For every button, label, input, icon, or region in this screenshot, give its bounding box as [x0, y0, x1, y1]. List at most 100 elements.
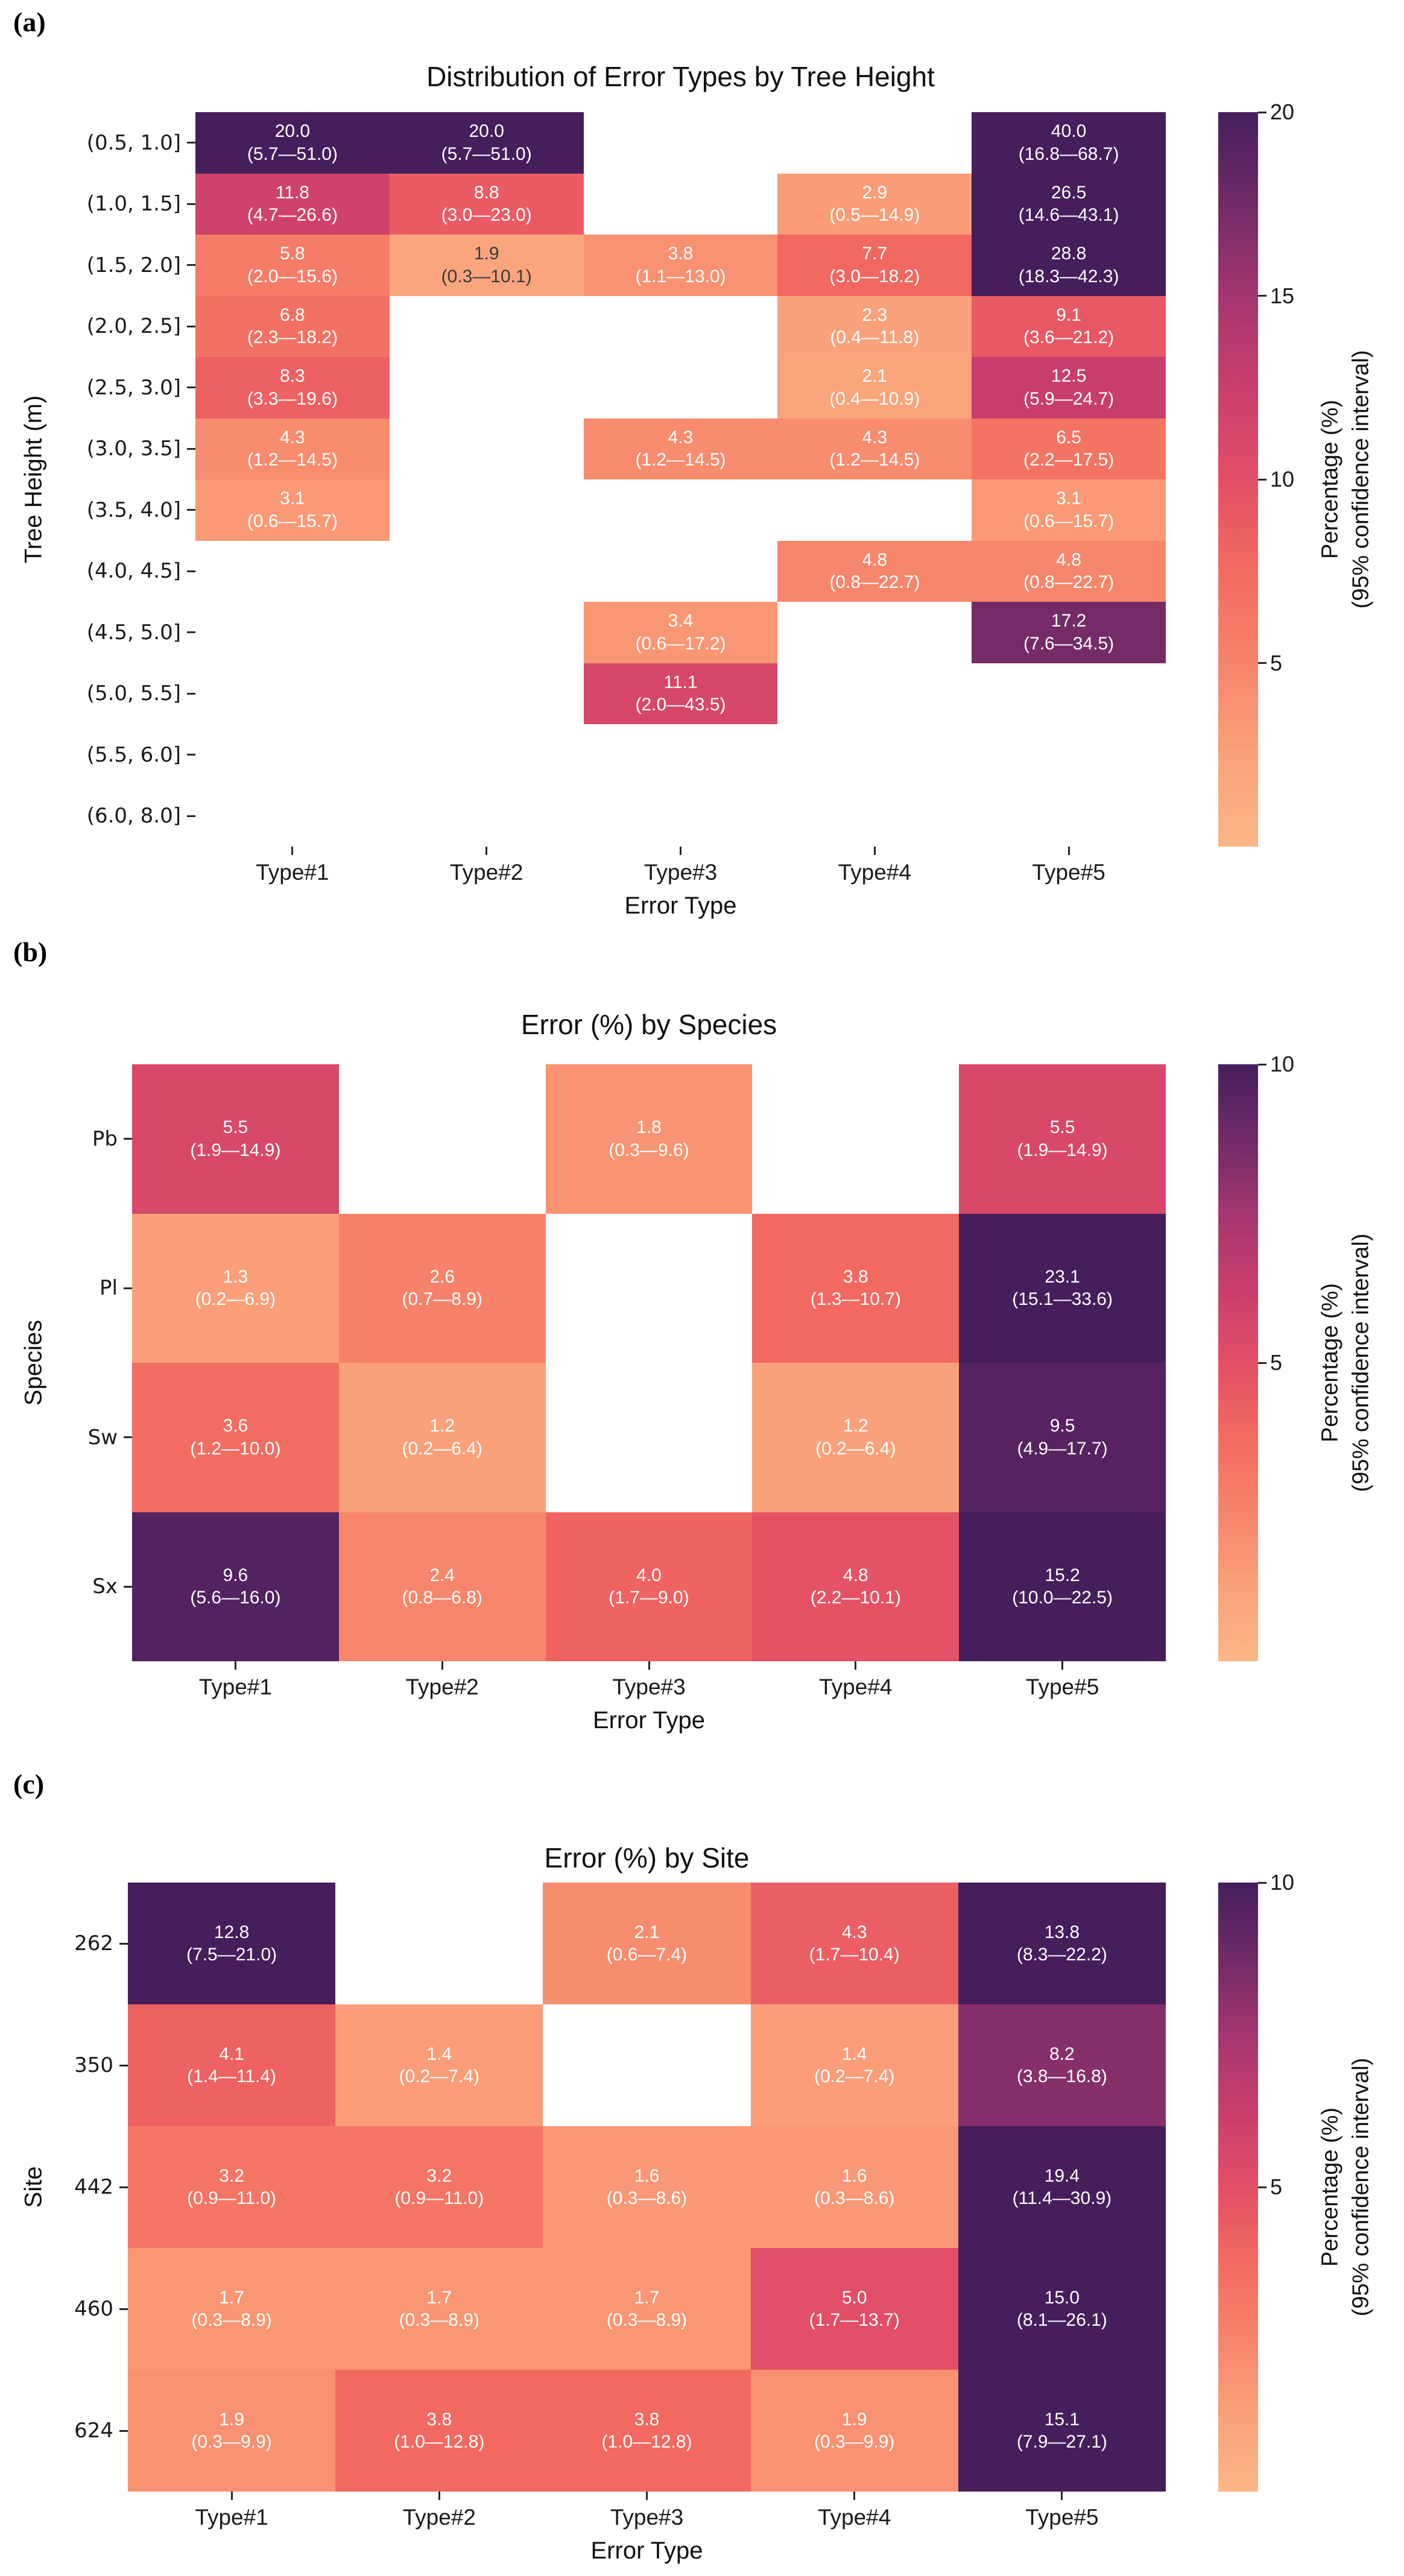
cell-value: 40.0 — [1051, 121, 1087, 142]
y-tick-mark — [187, 815, 195, 817]
heatmap-cell: 2.4 (0.8—6.8) — [338, 1512, 546, 1661]
cell-confidence-interval: (0.3—8.9) — [191, 2310, 272, 2330]
cell-value: 1.6 — [841, 2165, 867, 2186]
cell-value: 3.4 — [668, 611, 694, 631]
cell-value: 3.1 — [1056, 488, 1081, 509]
cell-value: 20.0 — [274, 121, 311, 142]
cell-confidence-interval: (0.2—6.9) — [195, 1289, 276, 1310]
cell-value: 9.5 — [1049, 1416, 1075, 1436]
y-tick-label: (6.0, 8.0] — [86, 804, 181, 829]
cell-value: 11.8 — [275, 182, 309, 203]
y-tick-label: (5.5, 6.0] — [86, 742, 181, 767]
cell-value: 2.4 — [429, 1565, 455, 1585]
cell-value: 4.1 — [219, 2044, 244, 2064]
heatmap-cell: 4.3 (1.7—10.4) — [750, 1883, 958, 2004]
heatmap-cell: 8.2 (3.8—16.8) — [958, 2004, 1166, 2126]
y-axis-title-a: Tree Height (m) — [20, 395, 47, 564]
heatmap-cell: 1.2 (0.2—6.4) — [752, 1363, 960, 1512]
x-tick-label: Type#3 — [612, 1675, 686, 1699]
cell-confidence-interval: (1.2—14.5) — [247, 450, 338, 470]
heatmap-cell: 1.6 (0.3—8.6) — [750, 2126, 958, 2248]
cell-value: 3.1 — [280, 488, 305, 509]
y-tick-mark — [119, 2186, 128, 2188]
heatmap-cell: 1.9 (0.3—9.9) — [750, 2370, 958, 2492]
cell-confidence-interval: (5.7—51.0) — [441, 144, 532, 164]
colorbar-tick-mark — [1258, 1362, 1266, 1364]
heatmap-cell: 20.0 (5.7—51.0) — [195, 112, 390, 174]
x-tick-label: Type#2 — [402, 2505, 476, 2530]
colorbar-label-line2: (95% confidence interval) — [1349, 350, 1374, 609]
heatmap-cell: 28.8 (18.3—42.3) — [972, 235, 1166, 296]
cell-value: 8.2 — [1049, 2044, 1075, 2064]
cell-value: 1.6 — [634, 2165, 660, 2186]
cell-confidence-interval: (0.5—14.9) — [829, 205, 920, 226]
heatmap-cell: 8.8 (3.0—23.0) — [389, 173, 584, 235]
cell-confidence-interval: (16.8—68.7) — [1018, 144, 1119, 164]
cell-value: 3.6 — [223, 1416, 248, 1436]
cell-confidence-interval: (0.2—6.4) — [815, 1438, 896, 1459]
cell-confidence-interval: (0.3—9.9) — [191, 2432, 272, 2452]
heatmap-cell: 1.9 (0.3—10.1) — [389, 235, 584, 296]
heatmap-cell: 13.8 (8.3—22.2) — [958, 1883, 1166, 2004]
y-tick-mark — [187, 692, 195, 695]
heatmap-cell: 4.3 (1.2—14.5) — [195, 418, 390, 479]
y-tick-label: (0.5, 1.0] — [86, 130, 181, 155]
cell-value: 4.3 — [862, 427, 888, 447]
y-tick-label: 624 — [74, 2419, 113, 2443]
y-tick-mark — [187, 142, 195, 144]
y-tick-label: (2.5, 3.0] — [86, 375, 181, 400]
colorbar-tick-mark — [1258, 111, 1266, 113]
cell-confidence-interval: (7.5—21.0) — [186, 1945, 277, 1965]
heatmap-cell: 3.6 (1.2—10.0) — [132, 1363, 339, 1512]
y-tick-label: Sw — [87, 1425, 118, 1450]
x-tick-mark — [230, 2492, 233, 2500]
x-tick-mark — [646, 2492, 648, 2500]
cell-confidence-interval: (0.2—7.4) — [399, 2066, 479, 2086]
cell-confidence-interval: (1.7—10.4) — [809, 1945, 900, 1965]
heatmap-cell: 2.1 (0.4—10.9) — [777, 357, 972, 418]
colorbar-tick-mark — [1258, 1881, 1266, 1884]
colorbar-tick-label: 5 — [1270, 2174, 1283, 2199]
x-tick-label: Type#4 — [838, 860, 911, 885]
y-tick-mark — [124, 1138, 132, 1140]
cell-value: 12.5 — [1051, 366, 1087, 387]
cell-confidence-interval: (1.3—10.7) — [810, 1289, 901, 1310]
cell-value: 3.2 — [426, 2165, 452, 2186]
cell-confidence-interval: (0.7—8.9) — [402, 1289, 482, 1310]
cell-value: 4.3 — [841, 1922, 867, 1942]
y-tick-mark — [119, 2429, 128, 2432]
heatmap-cell: 26.5 (14.6—43.1) — [972, 173, 1166, 235]
heatmap-cell: 1.3 (0.2—6.9) — [132, 1213, 339, 1363]
y-tick-label: (2.0, 2.5] — [86, 314, 181, 339]
heatmap-cell: 3.8 (1.0—12.8) — [543, 2370, 751, 2492]
cell-confidence-interval: (0.4—10.9) — [829, 388, 920, 409]
y-tick-mark — [187, 754, 195, 756]
chart-title-c: Error (%) by Site — [544, 1842, 750, 1874]
x-tick-label: Type#4 — [819, 1675, 893, 1699]
y-tick-mark — [187, 325, 195, 327]
heatmap-b: 5.5 (1.9—14.9) 1.8 (0.3—9.6) 5.5 (1.9—14.9) 1.… — [132, 1064, 1166, 1661]
heatmap-cell: 1.4 (0.2—7.4) — [335, 2004, 543, 2126]
cell-confidence-interval: (0.3—9.9) — [814, 2432, 895, 2452]
cell-confidence-interval: (10.0—22.5) — [1012, 1588, 1113, 1608]
heatmap-cell: 11.8 (4.7—26.6) — [195, 173, 390, 235]
x-tick-mark — [853, 2492, 856, 2500]
heatmap-cell: 4.0 (1.7—9.0) — [545, 1512, 753, 1661]
heatmap-cell: 12.8 (7.5—21.0) — [128, 1883, 336, 2004]
cell-confidence-interval: (0.3—9.6) — [609, 1140, 689, 1160]
cell-value: 1.2 — [843, 1416, 868, 1436]
heatmap-cell: 2.6 (0.7—8.9) — [338, 1213, 546, 1363]
cell-confidence-interval: (8.1—26.1) — [1016, 2310, 1107, 2330]
y-tick-mark — [187, 631, 195, 634]
colorbar-tick-label: 20 — [1270, 99, 1295, 124]
cell-value: 3.2 — [219, 2165, 244, 2186]
cell-confidence-interval: (1.2—14.5) — [635, 450, 726, 470]
cell-value: 17.2 — [1051, 611, 1087, 631]
cell-value: 26.5 — [1051, 182, 1087, 203]
heatmap-cell: 1.9 (0.3—9.9) — [128, 2370, 336, 2492]
heatmap-cell: 3.2 (0.9—11.0) — [128, 2126, 336, 2248]
heatmap-cell: 15.2 (10.0—22.5) — [959, 1512, 1166, 1661]
heatmap-cell: 19.4 (11.4—30.9) — [958, 2126, 1166, 2248]
heatmap-a: 20.0 (5.7—51.0) 20.0 (5.7—51.0) 40.0 (16.8—68… — [195, 112, 1166, 847]
